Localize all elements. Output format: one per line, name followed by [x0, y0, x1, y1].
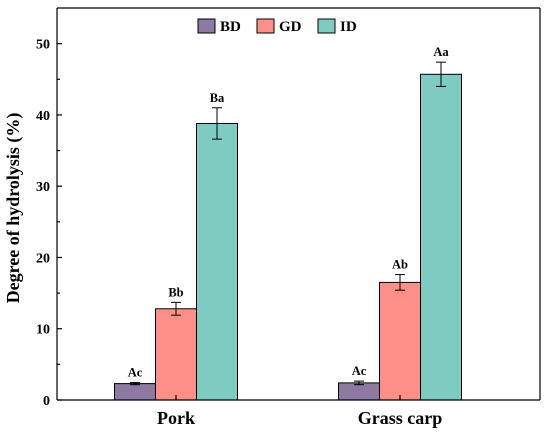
- y-axis-ticks: 0 10 20 30 40 50: [36, 38, 62, 409]
- legend-label-bd: BD: [220, 19, 241, 35]
- bars: [114, 73, 462, 401]
- bar-data-label: Ac: [352, 364, 367, 378]
- bar-id-pork: [196, 122, 238, 401]
- bar-bd-pork: [114, 383, 156, 401]
- bar-data-label: Ba: [210, 91, 225, 105]
- bar-gd-pork: [155, 308, 197, 401]
- bar-gd-grass-carp: [379, 281, 421, 401]
- y-axis-title: Degree of hydrolysis (%): [3, 113, 24, 304]
- error-bars: [130, 61, 446, 386]
- bar-bd-grass-carp: [338, 382, 380, 401]
- axis-frame: [56, 7, 541, 401]
- legend-swatch-gd: [256, 18, 275, 34]
- y-tick-label: 40: [36, 109, 50, 124]
- x-category-label: Pork: [157, 408, 195, 428]
- x-axis-categories: Pork Grass carp: [157, 395, 442, 428]
- y-tick-label: 50: [36, 38, 50, 53]
- legend-label-gd: GD: [279, 19, 302, 35]
- bar-labels: Ac Bb Ba Ac Ab Aa: [128, 45, 450, 379]
- legend: BD GD ID: [197, 18, 357, 35]
- bar-data-label: Ab: [392, 258, 408, 272]
- legend-label-id: ID: [340, 19, 357, 35]
- bar-data-label: Aa: [433, 45, 449, 59]
- legend-swatch-bd: [197, 18, 216, 34]
- y-tick-label: 20: [36, 251, 50, 266]
- y-tick-label: 0: [43, 394, 50, 409]
- legend-swatch-id: [317, 18, 336, 34]
- bar-data-label: Ac: [128, 366, 143, 380]
- bar-id-grass-carp: [420, 73, 462, 401]
- bar-data-label: Bb: [168, 285, 183, 299]
- y-tick-label: 30: [36, 180, 50, 195]
- x-category-label: Grass carp: [358, 408, 443, 428]
- y-tick-label: 10: [36, 323, 50, 338]
